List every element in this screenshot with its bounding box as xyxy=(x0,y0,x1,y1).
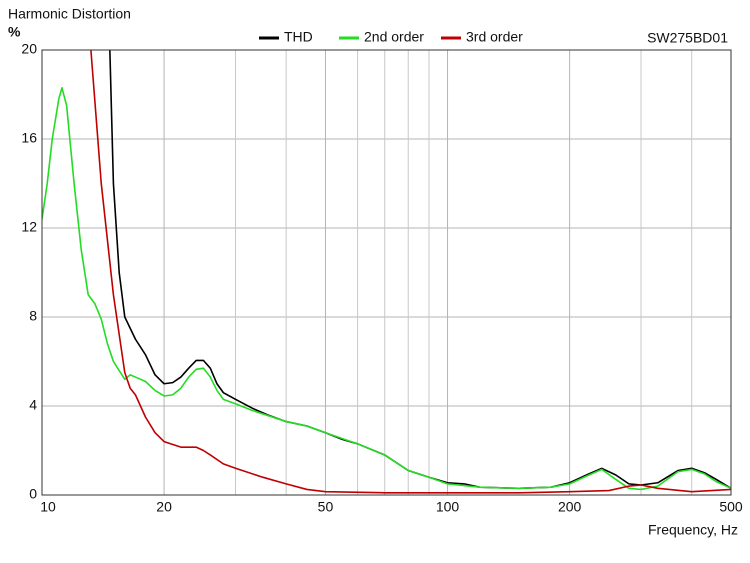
legend-label: 3rd order xyxy=(466,29,523,45)
x-tick-label: 100 xyxy=(436,499,460,515)
x-tick-label: 200 xyxy=(558,499,582,515)
y-tick-label: 20 xyxy=(21,41,37,57)
data-line xyxy=(109,50,731,490)
x-axis-label: Frequency, Hz xyxy=(648,522,738,538)
y-tick-label: 4 xyxy=(29,397,37,413)
plot-frame xyxy=(41,49,732,496)
x-tick-label: 20 xyxy=(156,499,172,515)
x-tick-label: 500 xyxy=(719,499,743,515)
y-axis-label: % xyxy=(8,24,21,40)
y-tick-label: 12 xyxy=(21,219,37,235)
data-line xyxy=(90,50,731,494)
x-tick-label: 10 xyxy=(40,499,56,515)
y-tick-label: 8 xyxy=(29,308,37,324)
x-tick-label: 50 xyxy=(318,499,334,515)
data-line xyxy=(42,87,731,491)
legend-label: 2nd order xyxy=(364,29,424,45)
chart-title: Harmonic Distortion xyxy=(8,6,131,22)
y-tick-label: 0 xyxy=(29,486,37,502)
model-label: SW275BD01 xyxy=(647,30,728,46)
grid xyxy=(41,49,732,496)
plot-lines xyxy=(42,50,731,494)
legend-label: THD xyxy=(284,29,313,45)
y-tick-label: 16 xyxy=(21,130,37,146)
